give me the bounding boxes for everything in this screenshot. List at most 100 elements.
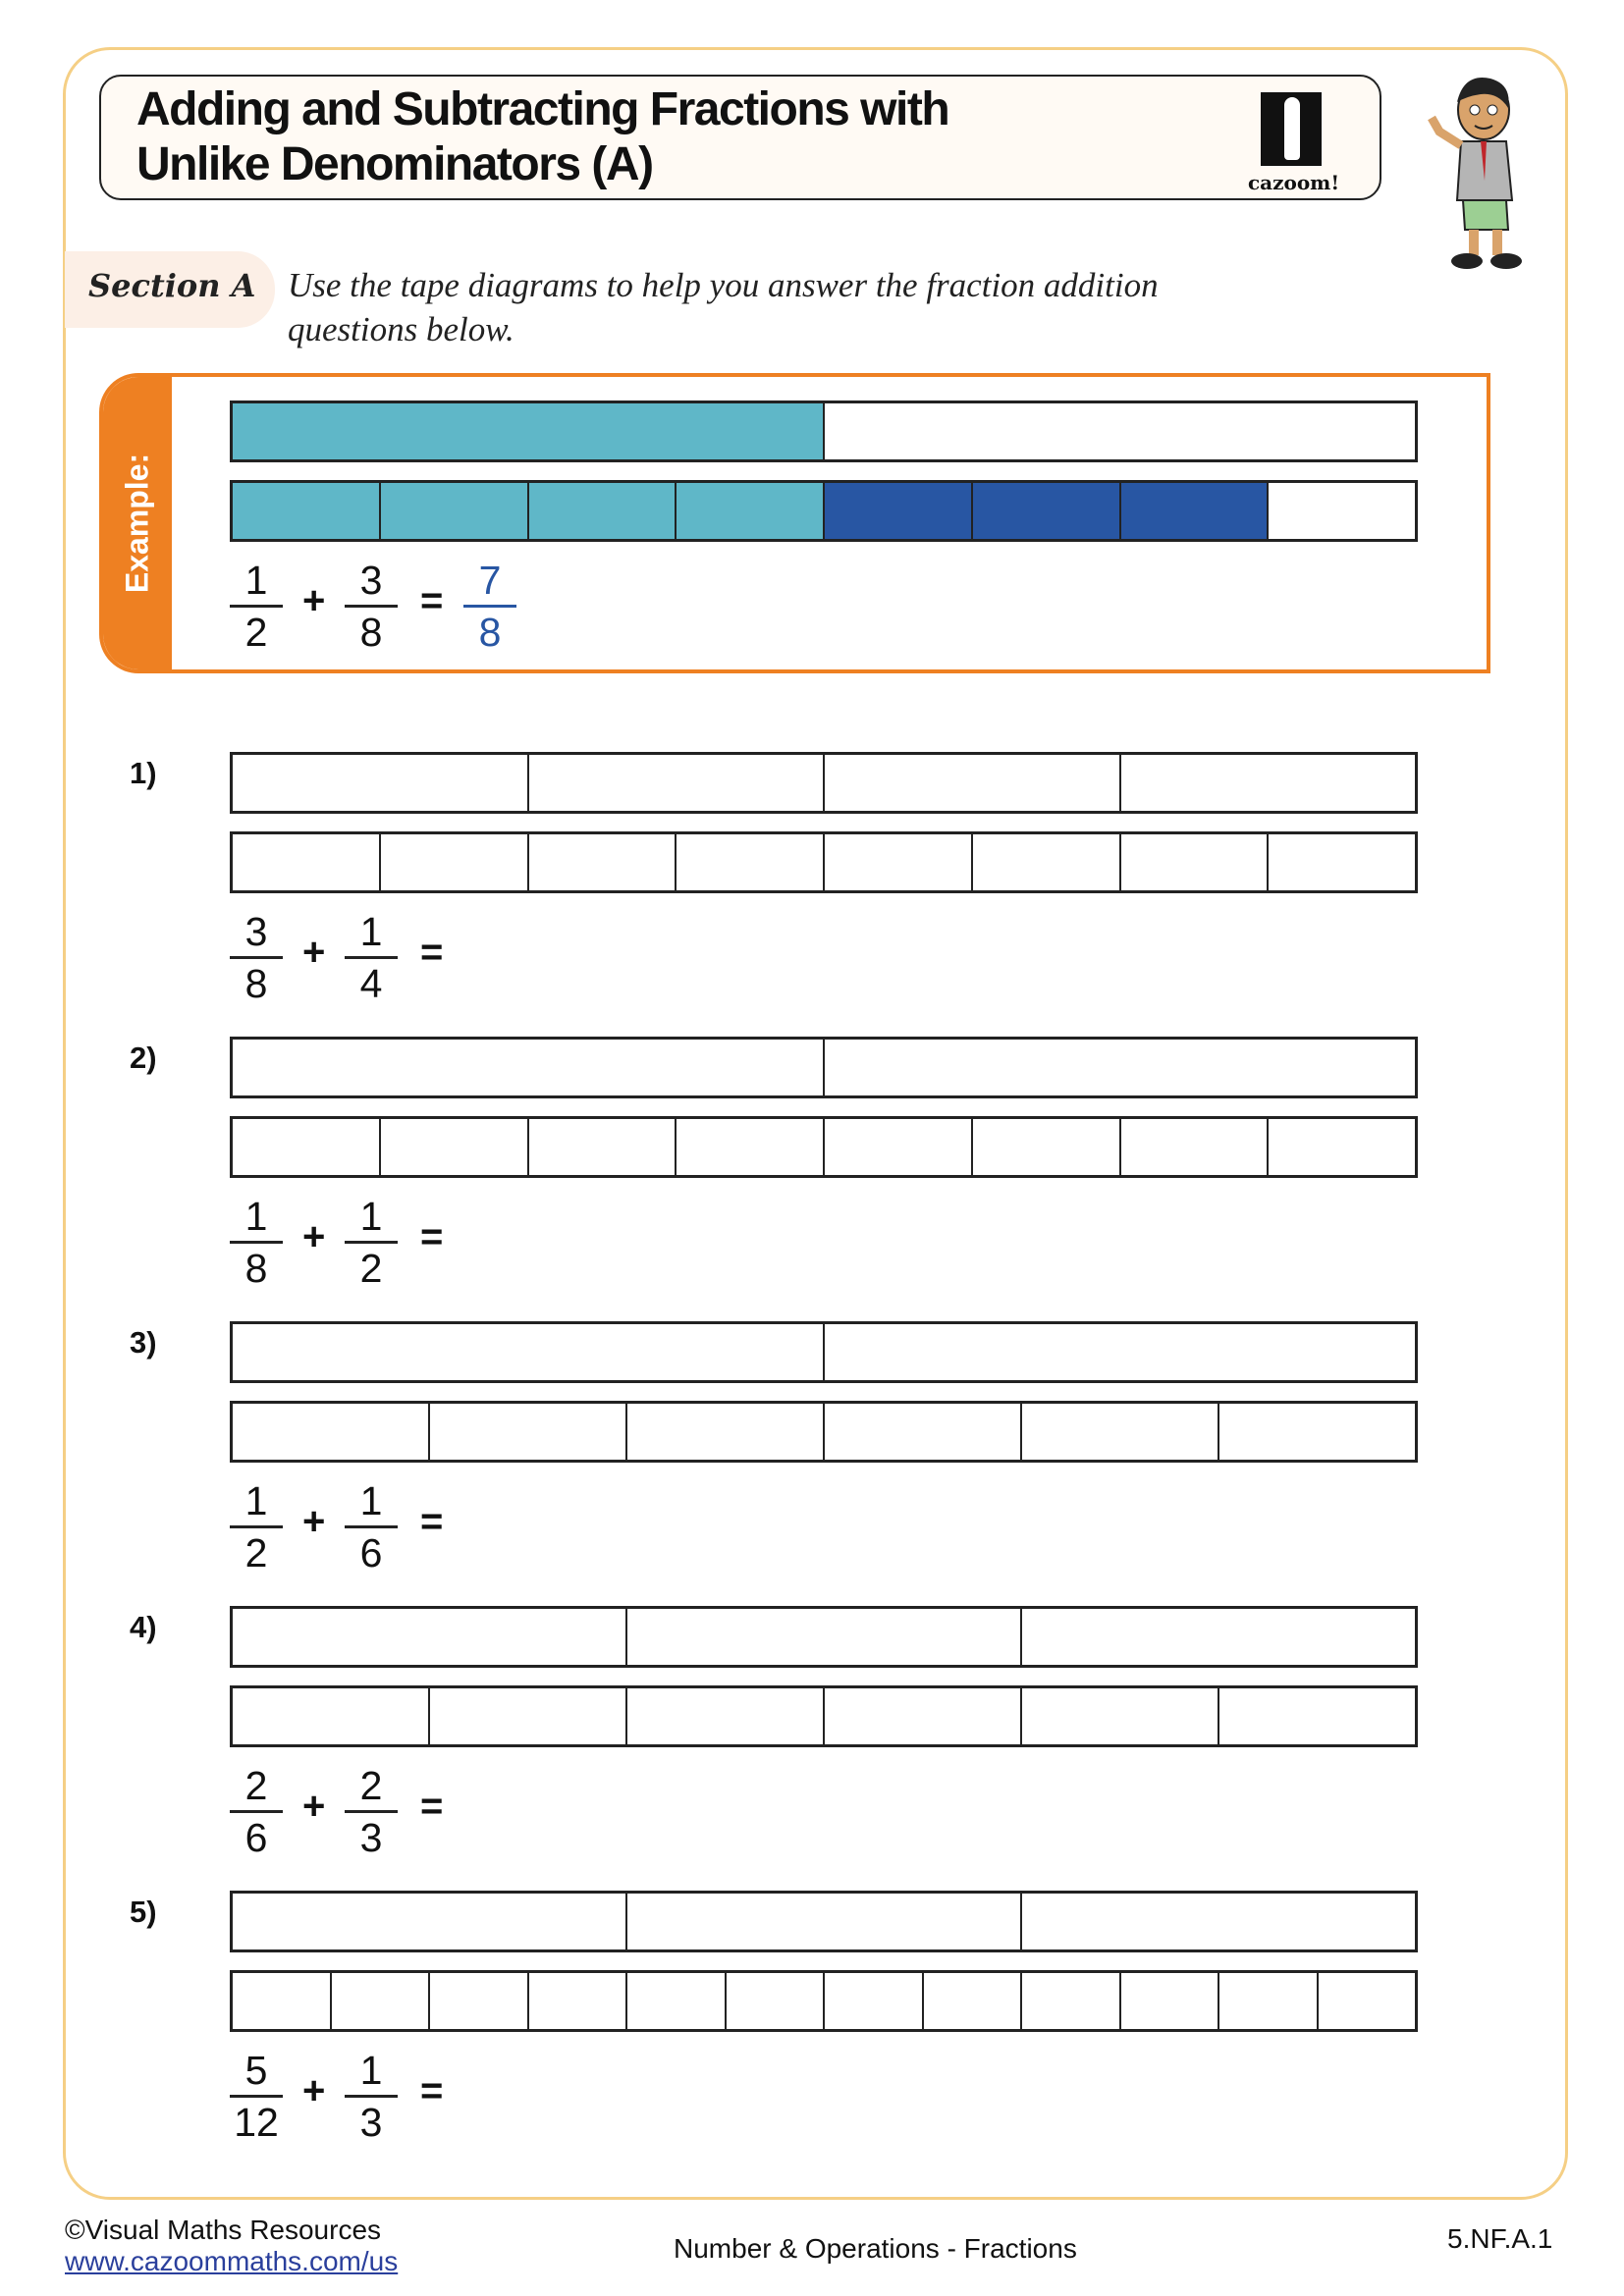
cazoom-logo: cazoom! bbox=[1248, 92, 1339, 194]
title-line-1: Adding and Subtracting Fractions with bbox=[136, 83, 950, 135]
footer-standard-code: 5.NF.A.1 bbox=[1447, 2223, 1553, 2254]
numerator: 1 bbox=[345, 1478, 398, 1528]
fraction-equation: 1 8 +1 2 = bbox=[230, 1194, 544, 1291]
footer-link[interactable]: www.cazoommaths.com/us bbox=[65, 2246, 399, 2276]
title-line-2: Unlike Denominators (A) bbox=[136, 138, 654, 190]
tape-cell bbox=[233, 1324, 823, 1380]
tape-cell bbox=[526, 483, 676, 539]
tape-cell bbox=[378, 1119, 527, 1175]
plus-sign: + bbox=[302, 2069, 326, 2112]
denominator: 8 bbox=[359, 610, 383, 655]
question-tape-bottom bbox=[230, 831, 1418, 893]
tape-cell bbox=[233, 1040, 823, 1095]
page-title: Adding and Subtracting Fractions with Un… bbox=[136, 82, 950, 192]
example-label: Example: bbox=[119, 453, 155, 594]
fraction-equation: 1 2 +3 8 = 7 8 bbox=[230, 558, 544, 655]
footer-copyright: ©Visual Maths Resources bbox=[65, 2215, 382, 2245]
tape-cell bbox=[428, 1404, 625, 1460]
question-tape-bottom bbox=[230, 1401, 1418, 1463]
numerator: 1 bbox=[345, 2048, 398, 2098]
tape-cell bbox=[1316, 1973, 1416, 2029]
denominator: 2 bbox=[359, 1246, 383, 1291]
tape-cell bbox=[233, 1119, 379, 1175]
question-number: 3) bbox=[130, 1325, 157, 1360]
fraction-equation: 5 12 +1 3 = bbox=[230, 2048, 544, 2145]
tape-cell bbox=[823, 403, 1415, 459]
title-box: Adding and Subtracting Fractions with Un… bbox=[99, 75, 1381, 200]
tape-cell bbox=[970, 834, 1119, 890]
section-label: Section A bbox=[65, 251, 275, 328]
numerator: 1 bbox=[230, 558, 283, 608]
question-tape-top bbox=[230, 1037, 1418, 1098]
tape-cell bbox=[970, 1119, 1119, 1175]
tape-cell bbox=[378, 483, 527, 539]
question-tape-top bbox=[230, 1891, 1418, 1952]
tape-cell bbox=[378, 834, 527, 890]
numerator: 1 bbox=[345, 909, 398, 959]
fraction-equation: 1 2 +1 6 = bbox=[230, 1478, 544, 1575]
tape-cell bbox=[625, 1894, 1020, 1949]
question-tape-top bbox=[230, 1321, 1418, 1383]
tape-cell bbox=[1118, 834, 1268, 890]
tape-cell bbox=[1020, 1609, 1415, 1665]
plus-sign: + bbox=[302, 1785, 326, 1828]
example-tab: Example: bbox=[103, 377, 172, 669]
tape-cell bbox=[1020, 1404, 1218, 1460]
plus-sign: + bbox=[302, 579, 326, 622]
tape-cell bbox=[233, 1609, 625, 1665]
tape-cell bbox=[428, 1973, 527, 2029]
denominator: 2 bbox=[244, 610, 268, 655]
denominator: 3 bbox=[359, 2100, 383, 2145]
tape-cell bbox=[970, 483, 1119, 539]
numerator: 2 bbox=[345, 1763, 398, 1813]
question-tape-bottom bbox=[230, 1116, 1418, 1178]
tape-cell bbox=[823, 1324, 1415, 1380]
denominator: 8 bbox=[244, 961, 268, 1006]
tape-cell bbox=[823, 834, 971, 890]
fraction-equation: 3 8 +1 4 = bbox=[230, 909, 544, 1006]
tape-cell bbox=[233, 1973, 330, 2029]
denominator: 4 bbox=[359, 961, 383, 1006]
question-tape-top bbox=[230, 752, 1418, 814]
tape-cell bbox=[823, 483, 971, 539]
tape-cell bbox=[823, 1404, 1020, 1460]
example-tape-top bbox=[230, 400, 1418, 462]
tape-cell bbox=[625, 1609, 1020, 1665]
example-tape-bottom bbox=[230, 480, 1418, 542]
question-tape-bottom bbox=[230, 1685, 1418, 1747]
numerator: 3 bbox=[345, 558, 398, 608]
tape-cell bbox=[233, 1894, 625, 1949]
section-label-text: Section A bbox=[88, 267, 256, 304]
tape-cell bbox=[823, 1973, 922, 2029]
plus-sign: + bbox=[302, 1215, 326, 1258]
tape-cell bbox=[1267, 1119, 1415, 1175]
tape-cell bbox=[1020, 1688, 1218, 1744]
tape-cell bbox=[1020, 1894, 1415, 1949]
tape-cell bbox=[625, 1688, 823, 1744]
tape-cell bbox=[823, 1119, 971, 1175]
plus-sign: + bbox=[302, 1500, 326, 1543]
tape-cell bbox=[526, 1119, 676, 1175]
denominator: 2 bbox=[244, 1530, 268, 1575]
question-tape-bottom bbox=[230, 1970, 1418, 2032]
tape-cell bbox=[724, 1973, 824, 2029]
question-tape-top bbox=[230, 1606, 1418, 1668]
tape-cell bbox=[1118, 1973, 1218, 2029]
question-number: 5) bbox=[130, 1895, 157, 1929]
tape-cell bbox=[625, 1973, 725, 2029]
denominator: 12 bbox=[234, 2100, 279, 2145]
tape-cell bbox=[428, 1688, 625, 1744]
tape-cell bbox=[823, 755, 1119, 811]
plus-sign: + bbox=[302, 931, 326, 974]
tape-cell bbox=[625, 1404, 823, 1460]
fraction-equation: 2 6 +2 3 = bbox=[230, 1763, 544, 1860]
equals-sign: = bbox=[420, 579, 444, 622]
